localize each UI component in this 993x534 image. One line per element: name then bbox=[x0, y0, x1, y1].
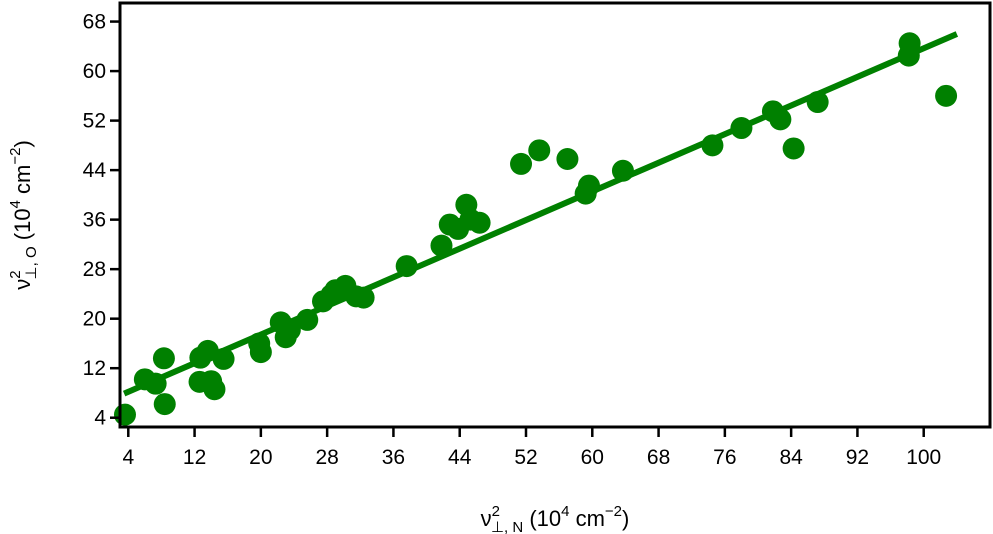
data-point bbox=[203, 378, 226, 401]
y-axis-label: ν2⊥, O (104 cm−2) bbox=[7, 140, 40, 290]
y-tick-label: 20 bbox=[83, 308, 106, 331]
x-tick-label: 100 bbox=[906, 446, 941, 469]
data-point bbox=[782, 137, 805, 160]
x-tick-label: 36 bbox=[382, 446, 405, 469]
x-tick-label: 12 bbox=[183, 446, 206, 469]
y-tick-label: 4 bbox=[94, 407, 106, 430]
x-tick-label: 52 bbox=[514, 446, 537, 469]
data-point bbox=[510, 152, 533, 175]
data-point bbox=[528, 139, 551, 162]
x-axis: 4 12 20 28 36 44 52 60 68 76 84 92 100 bbox=[122, 427, 941, 469]
x-tick-label: 44 bbox=[448, 446, 472, 469]
x-tick-label: 92 bbox=[846, 446, 869, 469]
y-tick-label: 60 bbox=[83, 60, 106, 83]
plot-frame bbox=[118, 1, 992, 429]
x-tick-label: 20 bbox=[249, 446, 272, 469]
y-tick-label: 36 bbox=[83, 209, 106, 232]
y-tick-label: 28 bbox=[83, 258, 106, 281]
y-tick-label: 44 bbox=[83, 159, 107, 182]
chart-marks bbox=[113, 31, 959, 426]
data-point bbox=[556, 147, 579, 170]
y-tick-label: 68 bbox=[83, 11, 106, 34]
data-point bbox=[152, 347, 175, 370]
y-tick-label: 12 bbox=[83, 357, 106, 380]
x-tick-label: 28 bbox=[315, 446, 338, 469]
x-axis-label: ν2 ⊥, N (104 cm−2) bbox=[481, 503, 630, 534]
x-tick-label: 84 bbox=[779, 446, 803, 469]
data-point bbox=[249, 341, 272, 364]
data-point bbox=[935, 84, 958, 107]
x-tick-label: 4 bbox=[122, 446, 134, 469]
x-tick-label: 60 bbox=[581, 446, 604, 469]
data-point bbox=[153, 393, 176, 416]
fit-line bbox=[122, 31, 959, 397]
y-tick-label: 52 bbox=[83, 110, 106, 133]
data-point bbox=[113, 403, 136, 426]
x-tick-label: 76 bbox=[713, 446, 736, 469]
y-axis: 4 12 20 28 36 44 52 60 68 bbox=[83, 11, 120, 430]
data-point bbox=[468, 211, 491, 234]
x-tick-label: 68 bbox=[647, 446, 670, 469]
